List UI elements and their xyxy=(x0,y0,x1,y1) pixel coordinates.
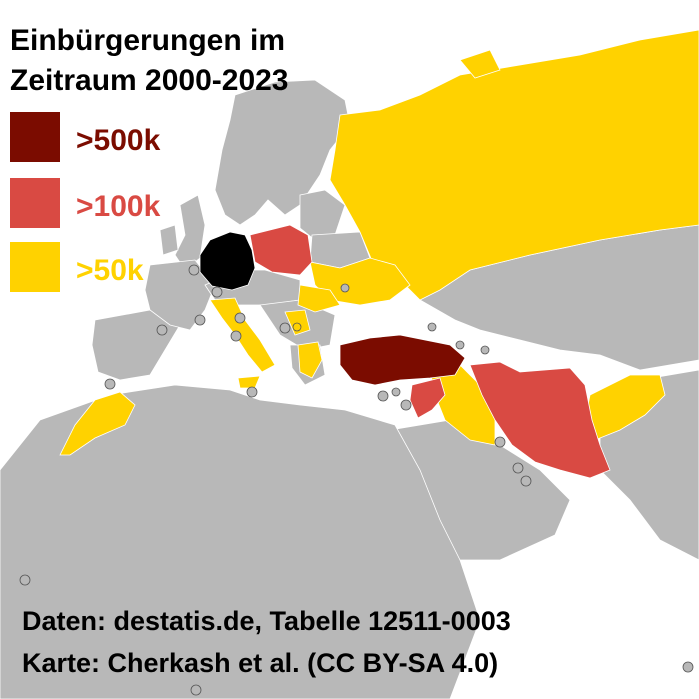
scandinavia xyxy=(214,79,351,226)
country-poland xyxy=(249,224,313,276)
marker-montenegro xyxy=(279,322,291,334)
marker-israel xyxy=(400,399,412,411)
country-romania xyxy=(297,284,341,313)
title-line1: Einbürgerungen im xyxy=(10,24,285,57)
marker-qatar xyxy=(520,475,532,487)
small-state-markers xyxy=(19,264,694,696)
marker-gambia xyxy=(19,574,31,586)
credits-line1: Daten: destatis.de, Tabelle 12511-0003 xyxy=(22,606,511,636)
countries-500k xyxy=(339,334,466,386)
country-turkey xyxy=(339,334,466,386)
land-no-data xyxy=(0,79,699,699)
country-iran xyxy=(469,361,611,479)
marker-san-marino xyxy=(234,312,246,324)
credits-line2: Karte: Cherkash et al. (CC BY-SA 4.0) xyxy=(22,648,498,678)
marker-armenia xyxy=(455,340,465,350)
marker-malta xyxy=(246,386,258,398)
marker-lebanon xyxy=(391,387,401,397)
country-kosovo-serbia xyxy=(284,309,311,336)
legend-swatch-100k xyxy=(10,178,60,228)
legend: >500k >100k >50k xyxy=(10,112,161,292)
marker-seychelles xyxy=(682,661,694,673)
country-russia-north xyxy=(459,49,501,79)
marker-vatican xyxy=(230,330,242,342)
legend-label-100k: >100k xyxy=(76,190,161,223)
countries-100k xyxy=(249,224,611,479)
legend-label-500k: >500k xyxy=(76,124,161,157)
legend-label-50k: >50k xyxy=(76,254,144,287)
marker-cyprus xyxy=(377,390,389,402)
marker-bosnia xyxy=(292,322,302,332)
countries-50k xyxy=(59,29,699,456)
legend-swatch-500k xyxy=(10,112,60,162)
marker-georgia xyxy=(427,322,437,332)
country-germany xyxy=(199,231,256,291)
country-italy xyxy=(209,297,276,373)
legend-swatch-50k xyxy=(10,242,60,292)
africa xyxy=(0,384,481,699)
marker-gibraltar xyxy=(104,378,116,390)
ireland xyxy=(159,224,179,256)
marker-kuwait xyxy=(494,436,506,448)
title-line2: Zeitraum 2000-2023 xyxy=(10,64,289,97)
marker-bahrain xyxy=(512,462,524,474)
country-morocco xyxy=(59,391,136,456)
marker-liechtenstein xyxy=(211,286,223,298)
marker-andorra xyxy=(156,324,168,336)
marker-azerbaijan xyxy=(480,345,490,355)
country-greece xyxy=(297,341,323,379)
country-syria xyxy=(409,377,446,419)
marker-luxembourg xyxy=(188,264,200,276)
marker-moldova xyxy=(340,283,350,293)
marker-sao-tome xyxy=(190,684,202,696)
marker-monaco xyxy=(194,314,206,326)
